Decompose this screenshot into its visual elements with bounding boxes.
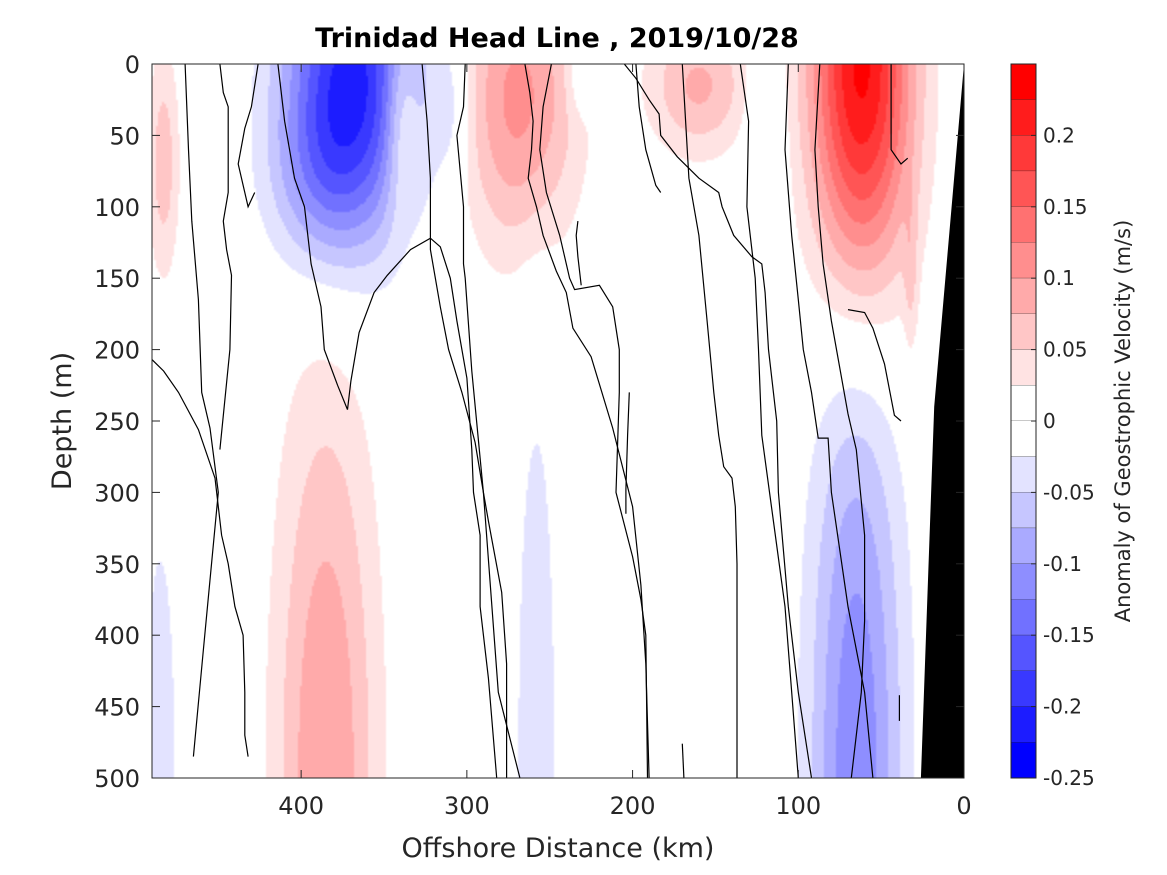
y-axis-label: Depth (m) bbox=[47, 352, 78, 490]
plot-area: 400 300 200 100 0 0 50 100 150 200 250 300 350 400 45… bbox=[94, 51, 971, 820]
colorbar-band bbox=[1011, 206, 1036, 243]
x-axis-ticks: 400 300 200 100 0 bbox=[278, 64, 972, 820]
zero-contour-line bbox=[421, 64, 508, 778]
x-tick-label: 100 bbox=[775, 792, 821, 820]
colorbar-band bbox=[1011, 670, 1036, 708]
chart-title: Trinidad Head Line , 2019/10/28 bbox=[315, 23, 799, 54]
zero-contour-line bbox=[184, 64, 219, 757]
colorbar-band bbox=[1011, 599, 1036, 636]
seafloor-bathymetry bbox=[920, 64, 964, 778]
colorbar-tick-label: -0.25 bbox=[1043, 766, 1095, 790]
x-axis-label: Offshore Distance (km) bbox=[402, 833, 715, 864]
zero-contour-line bbox=[539, 64, 649, 778]
x-tick-label: 200 bbox=[610, 792, 656, 820]
x-tick-label: 300 bbox=[444, 792, 490, 820]
zero-contour-line bbox=[237, 64, 259, 209]
y-tick-label: 100 bbox=[94, 194, 140, 222]
y-axis-ticks: 0 50 100 150 200 250 300 350 400 450 500 bbox=[94, 51, 964, 793]
colorbar-band bbox=[1011, 135, 1036, 172]
y-tick-label: 0 bbox=[125, 51, 140, 79]
zero-contour-line bbox=[814, 64, 866, 778]
colorbar-tick-label: 0.2 bbox=[1043, 123, 1075, 147]
zero-contour-line bbox=[152, 359, 249, 757]
y-tick-label: 250 bbox=[94, 408, 140, 436]
colorbar-band bbox=[1011, 64, 1036, 101]
colorbar-band bbox=[1011, 706, 1036, 743]
zero-contour-line bbox=[739, 64, 799, 778]
colorbar-tick-label: 0.05 bbox=[1043, 338, 1088, 362]
colorbar-ticks: 0.2 0.15 0.1 0.05 0 -0.05 -0.1 -0.15 -0.2 -0.25 bbox=[1031, 123, 1095, 790]
velocity-field-heatmap bbox=[152, 64, 964, 778]
colorbar-band bbox=[1011, 742, 1036, 779]
zero-contour-line bbox=[635, 64, 662, 193]
colorbar-band bbox=[1011, 242, 1036, 279]
y-tick-label: 200 bbox=[94, 337, 140, 365]
colorbar-band bbox=[1011, 349, 1036, 386]
zero-contour-line bbox=[575, 221, 582, 286]
colorbar-band bbox=[1011, 563, 1036, 600]
zero-contour-line bbox=[219, 64, 233, 450]
colorbar-band bbox=[1011, 528, 1036, 565]
y-tick-label: 350 bbox=[94, 551, 140, 579]
y-tick-label: 300 bbox=[94, 479, 140, 507]
colorbar-tick-label: 0.15 bbox=[1043, 195, 1088, 219]
zero-contour-line bbox=[277, 64, 498, 778]
zero-contour-line bbox=[847, 309, 902, 422]
y-tick-label: 50 bbox=[109, 122, 140, 150]
colorbar: 0.2 0.15 0.1 0.05 0 -0.05 -0.1 -0.15 -0.2 -0.25 A… bbox=[1010, 63, 1135, 790]
colorbar-tick-label: 0.1 bbox=[1043, 266, 1075, 290]
zero-contour-line bbox=[456, 64, 521, 778]
zero-contour-line bbox=[623, 64, 813, 778]
colorbar-band bbox=[1011, 635, 1036, 672]
colorbar-bands bbox=[1011, 64, 1036, 779]
colorbar-band bbox=[1011, 492, 1036, 529]
colorbar-band bbox=[1011, 385, 1036, 422]
colorbar-band bbox=[1011, 171, 1036, 208]
colorbar-band bbox=[1011, 313, 1036, 351]
zero-contour-line bbox=[784, 64, 874, 778]
colorbar-tick-label: -0.2 bbox=[1043, 695, 1082, 719]
colorbar-tick-label: 0 bbox=[1043, 409, 1056, 433]
x-tick-label: 400 bbox=[278, 792, 324, 820]
y-tick-label: 500 bbox=[94, 765, 140, 793]
zero-contour-line bbox=[681, 743, 685, 778]
colorbar-tick-label: -0.15 bbox=[1043, 623, 1095, 647]
colorbar-band bbox=[1011, 278, 1036, 315]
zero-contour-line bbox=[524, 64, 650, 778]
colorbar-band bbox=[1011, 99, 1036, 136]
y-tick-label: 150 bbox=[94, 265, 140, 293]
colorbar-label: Anomaly of Geostrophic Velocity (m/s) bbox=[1111, 220, 1135, 623]
colorbar-band bbox=[1011, 456, 1036, 493]
x-tick-label: 0 bbox=[956, 792, 971, 820]
zero-contour-lines bbox=[152, 64, 909, 778]
colorbar-tick-label: -0.05 bbox=[1043, 480, 1095, 504]
zero-contour-line bbox=[890, 64, 909, 165]
y-tick-label: 450 bbox=[94, 694, 140, 722]
colorbar-band bbox=[1011, 421, 1036, 458]
zero-contour-line bbox=[681, 64, 738, 778]
y-tick-label: 400 bbox=[94, 622, 140, 650]
colorbar-tick-label: -0.1 bbox=[1043, 552, 1082, 576]
zero-contour-line bbox=[625, 392, 630, 514]
